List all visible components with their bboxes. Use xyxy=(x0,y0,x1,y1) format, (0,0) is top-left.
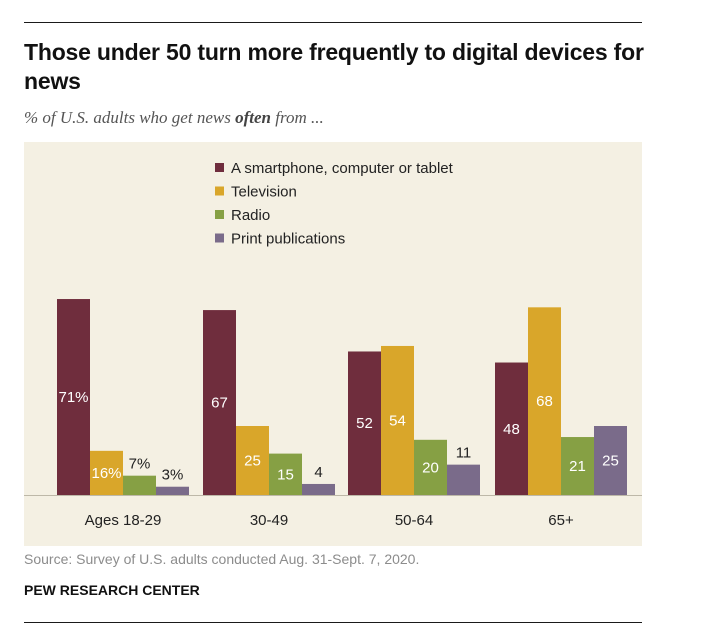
legend-label-print-publications: Print publications xyxy=(231,231,345,248)
x-axis-ticks: Ages 18-29 30-49 50-64 65+ xyxy=(85,512,574,529)
data-label-50-64-a-smartphone-computer-or-tablet: 52 xyxy=(356,415,373,432)
data-label-ages-18-29-a-smartphone-computer-or-tablet: 71% xyxy=(58,389,88,406)
data-label-65-print-publications: 25 xyxy=(602,453,619,470)
data-label-30-49-radio: 15 xyxy=(277,466,294,483)
bar-ages-18-29-television xyxy=(90,450,123,495)
x-tick-label-30-49: 30-49 xyxy=(250,512,288,529)
bar-65-radio xyxy=(561,437,594,495)
data-label-30-49-a-smartphone-computer-or-tablet: 67 xyxy=(211,395,228,412)
x-tick-label-ages-18-29: Ages 18-29 xyxy=(85,512,162,529)
data-label-ages-18-29-radio: 7% xyxy=(129,456,151,473)
x-tick-label-65: 65+ xyxy=(548,512,574,529)
legend-label-radio: Radio xyxy=(231,207,270,224)
bar-65-television xyxy=(528,307,561,495)
bar-ages-18-29-a-smartphone-computer-or-tablet xyxy=(57,299,90,495)
data-label-30-49-television: 25 xyxy=(244,453,261,470)
subtitle-prefix: % of U.S. adults who get news xyxy=(24,108,236,127)
subtitle-emphasis: often xyxy=(235,108,271,127)
data-label-65-a-smartphone-computer-or-tablet: 48 xyxy=(503,421,520,438)
data-label-50-64-television: 54 xyxy=(389,412,406,429)
bar-30-49-print-publications xyxy=(302,483,335,495)
legend: A smartphone, computer or tablet Televisi… xyxy=(215,160,454,248)
bar-50-64-print-publications xyxy=(447,464,480,495)
legend-swatch-television xyxy=(215,186,224,196)
legend-label-a-smartphone-computer-or-tablet: A smartphone, computer or tablet xyxy=(231,160,454,177)
bar-ages-18-29-print-publications xyxy=(156,486,189,495)
bar-50-64-a-smartphone-computer-or-tablet xyxy=(348,351,381,495)
legend-swatch-radio xyxy=(215,210,224,219)
data-label-65-radio: 21 xyxy=(569,458,586,475)
legend-swatch-print-publications xyxy=(215,233,224,243)
legend-swatch-a-smartphone-computer-or-tablet xyxy=(215,163,224,172)
top-rule xyxy=(24,22,642,23)
bar-65-print-publications xyxy=(594,426,627,495)
legend-label-television: Television xyxy=(231,184,297,201)
data-label-50-64-radio: 20 xyxy=(422,459,439,476)
bar-30-49-a-smartphone-computer-or-tablet xyxy=(203,310,236,495)
chart-subtitle: % of U.S. adults who get news often from… xyxy=(24,108,324,128)
data-label-ages-18-29-print-publications: 3% xyxy=(162,467,184,484)
bar-30-49-television xyxy=(236,426,269,495)
data-label-65-television: 68 xyxy=(536,393,553,410)
data-label-50-64-print-publications: 11 xyxy=(456,445,472,462)
subtitle-suffix: from ... xyxy=(270,108,324,127)
bar-50-64-television xyxy=(381,345,414,495)
source-note: Source: Survey of U.S. adults conducted … xyxy=(24,551,420,567)
data-label-30-49-print-publications: 4 xyxy=(314,464,322,481)
chart-title: Those under 50 turn more frequently to d… xyxy=(24,39,644,94)
bar-30-49-radio xyxy=(269,453,302,495)
brand-logo-text: PEW RESEARCH CENTER xyxy=(24,582,200,598)
bottom-rule xyxy=(24,622,642,623)
bar-65-a-smartphone-computer-or-tablet xyxy=(495,362,528,495)
bar-ages-18-29-radio xyxy=(123,475,156,495)
bar-50-64-radio xyxy=(414,439,447,495)
x-tick-label-50-64: 50-64 xyxy=(395,512,433,529)
bars: 71% 16% 7% 3% 67 25 15 4 52 54 20 11 48 68 21 25 xyxy=(57,299,627,495)
data-label-ages-18-29-television: 16% xyxy=(91,465,121,482)
